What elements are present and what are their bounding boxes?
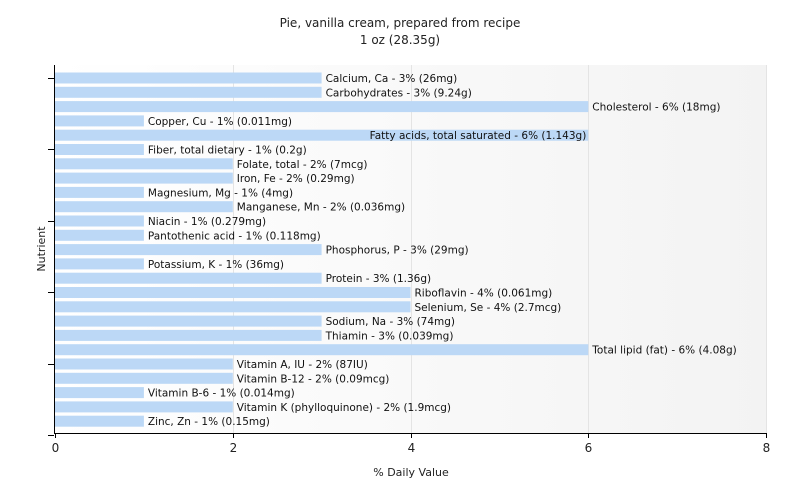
y-axis-label: Nutrient xyxy=(35,226,48,272)
bar xyxy=(55,158,233,170)
bar xyxy=(55,86,322,98)
bar-label: Sodium, Na - 3% (74mg) xyxy=(326,316,455,328)
bar-label: Carbohydrates - 3% (9.24g) xyxy=(326,87,472,99)
bar xyxy=(55,201,233,213)
bar-label: Niacin - 1% (0.279mg) xyxy=(148,216,266,228)
bar-labels-group: Calcium, Ca - 3% (26mg) Carbohydrates - 3… xyxy=(148,73,737,428)
bar xyxy=(55,144,144,155)
bar xyxy=(55,215,144,227)
x-axis-label: % Daily Value xyxy=(373,466,449,479)
bars-group xyxy=(55,72,589,427)
bar-label: Thiamin - 3% (0.039mg) xyxy=(325,330,454,342)
bar-label: Vitamin B-6 - 1% (0.014mg) xyxy=(148,388,295,400)
bar-label: Manganese, Mn - 2% (0.036mg) xyxy=(237,202,405,214)
bar xyxy=(55,258,144,270)
y-ticks xyxy=(48,78,54,436)
bar-label: Riboflavin - 4% (0.061mg) xyxy=(415,288,553,300)
bar xyxy=(55,244,322,256)
x-tick-label: 4 xyxy=(408,441,416,455)
bar xyxy=(55,186,144,198)
bar-label: Total lipid (fat) - 6% (4.08g) xyxy=(591,345,736,357)
bar-label: Cholesterol - 6% (18mg) xyxy=(592,102,720,114)
x-tick-label: 8 xyxy=(763,441,771,455)
bar xyxy=(55,229,144,241)
bar-label: Selenium, Se - 4% (2.7mcg) xyxy=(415,302,562,314)
bar xyxy=(55,415,144,427)
bar xyxy=(55,72,322,84)
bar xyxy=(55,344,589,356)
x-tick-label: 2 xyxy=(230,441,238,455)
bar xyxy=(55,172,233,184)
x-ticks: 0 2 4 6 8 xyxy=(52,433,771,455)
bar xyxy=(55,401,233,413)
x-tick-label: 0 xyxy=(52,441,60,455)
bar xyxy=(55,115,144,127)
bar xyxy=(55,272,322,284)
bar-label: Fatty acids, total saturated - 6% (1.143… xyxy=(370,130,587,142)
bar-label: Pantothenic acid - 1% (0.118mg) xyxy=(148,230,321,242)
bar-label: Calcium, Ca - 3% (26mg) xyxy=(326,73,458,85)
bar-label: Folate, total - 2% (7mcg) xyxy=(237,159,368,171)
bar-label: Copper, Cu - 1% (0.011mg) xyxy=(148,116,292,128)
x-tick-label: 6 xyxy=(585,441,593,455)
bar xyxy=(55,329,322,341)
chart-title: Pie, vanilla cream, prepared from recipe xyxy=(280,16,521,30)
bar-label: Vitamin B-12 - 2% (0.09mcg) xyxy=(237,373,390,385)
bar-label: Vitamin A, IU - 2% (87IU) xyxy=(237,359,368,371)
bar-label: Potassium, K - 1% (36mg) xyxy=(148,259,284,271)
bar xyxy=(55,358,233,370)
bar xyxy=(55,129,589,141)
bar-label: Magnesium, Mg - 1% (4mg) xyxy=(148,187,293,199)
bar xyxy=(55,387,144,399)
bar-label: Phosphorus, P - 3% (29mg) xyxy=(326,245,469,257)
bar xyxy=(55,315,322,327)
bar xyxy=(55,301,411,313)
bar xyxy=(55,287,411,298)
bar-label: Zinc, Zn - 1% (0.15mg) xyxy=(148,416,270,428)
bar xyxy=(55,372,233,384)
bar xyxy=(55,101,589,113)
bar-label: Fiber, total dietary - 1% (0.2g) xyxy=(148,145,307,157)
bar-label: Vitamin K (phylloquinone) - 2% (1.9mcg) xyxy=(237,402,451,414)
chart-subtitle: 1 oz (28.35g) xyxy=(360,33,440,47)
grid-lines xyxy=(233,65,767,433)
bar-label: Protein - 3% (1.36g) xyxy=(326,273,432,285)
bar-label: Iron, Fe - 2% (0.29mg) xyxy=(237,173,355,185)
